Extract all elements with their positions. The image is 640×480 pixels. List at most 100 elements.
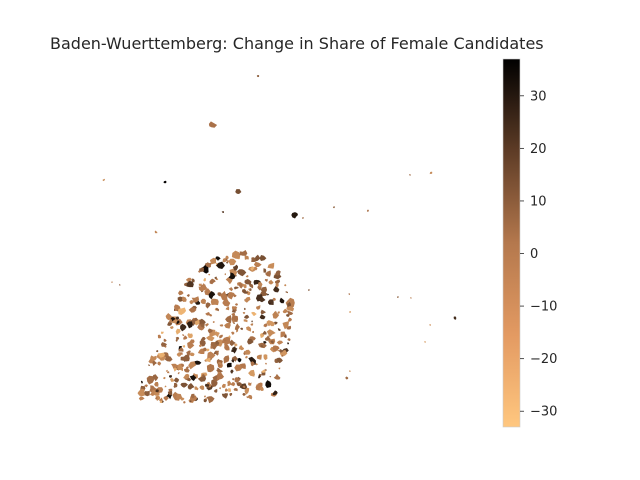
municipality-patch (231, 359, 235, 363)
municipality-patch (180, 354, 190, 362)
municipality-patch (287, 338, 291, 341)
municipality-patch (206, 396, 215, 404)
colorbar-tick-label: 0 (530, 247, 538, 262)
municipality-patch (173, 377, 180, 383)
municipality-patch (159, 397, 163, 402)
municipality-patch (167, 391, 173, 396)
municipality-patch (194, 360, 202, 365)
municipality-patch (227, 292, 236, 300)
municipality-patch (233, 388, 238, 392)
municipality-patch (198, 283, 202, 287)
municipality-patch (182, 345, 186, 348)
municipality-patch (281, 355, 284, 357)
municipality-patch (155, 397, 158, 400)
municipality-patch (178, 307, 187, 315)
municipality-patch (184, 368, 190, 373)
municipality-patch (250, 266, 255, 271)
municipality-patch (210, 345, 213, 349)
municipality-patch (263, 341, 267, 344)
municipality-patch (214, 276, 217, 280)
municipality-patch (248, 336, 256, 341)
municipality-patch (268, 302, 271, 305)
municipality-patch (204, 357, 211, 363)
municipality-patch (178, 290, 184, 296)
municipality-patch (277, 357, 283, 364)
municipality-patch (143, 390, 150, 397)
municipality-patch (232, 378, 235, 381)
municipality-patch (234, 343, 238, 347)
municipality-patch (161, 331, 164, 334)
municipality-patch (366, 209, 369, 212)
municipality-patch (263, 323, 268, 328)
municipality-patch (235, 189, 242, 194)
municipality-patch (191, 296, 200, 303)
municipality-patch (274, 358, 279, 363)
municipality-patch (169, 326, 174, 329)
municipality-patch (226, 260, 229, 263)
municipality-patch (152, 360, 158, 367)
municipality-patch (269, 376, 272, 378)
municipality-patch (231, 250, 241, 259)
municipality-patch (282, 308, 288, 314)
municipality-patch (429, 324, 431, 326)
municipality-patch (308, 288, 310, 291)
municipality-patch (144, 384, 148, 388)
municipality-patch (169, 318, 173, 323)
municipality-patch (188, 361, 197, 370)
municipality-patch (284, 284, 287, 287)
municipality-patch (181, 296, 187, 302)
municipality-patch (200, 298, 206, 304)
municipality-patch (204, 395, 206, 398)
municipality-patch (194, 386, 199, 391)
municipality-patch (345, 376, 349, 380)
municipality-patch (214, 331, 220, 338)
municipality-patch (246, 396, 249, 399)
municipality-patch (160, 342, 167, 347)
municipality-patch (278, 367, 281, 370)
municipality-patch (164, 355, 173, 362)
municipality-patch (223, 355, 230, 364)
municipality-patch (148, 364, 150, 366)
municipality-patch (177, 372, 180, 375)
municipality-patch (258, 296, 266, 303)
municipality-patch (157, 352, 166, 358)
municipality-patch (229, 339, 236, 347)
municipality-patch (198, 344, 202, 348)
municipality-patch (429, 171, 433, 175)
municipality-patch (409, 174, 411, 176)
municipality-patch (207, 328, 213, 334)
municipality-patch (223, 339, 227, 342)
municipality-patch (275, 283, 279, 288)
municipality-patch (190, 393, 195, 399)
colorbar-frame (502, 58, 521, 428)
municipality-patch (248, 288, 251, 291)
municipality-patch (237, 269, 247, 277)
municipality-patch (263, 268, 267, 273)
municipality-patch (245, 355, 248, 359)
chart-title: Baden-Wuerttemberg: Change in Share of F… (50, 34, 544, 53)
municipality-patch (175, 336, 180, 340)
municipality-patch (244, 387, 250, 395)
municipality-patch (137, 388, 145, 397)
municipality-patch (190, 374, 197, 381)
municipality-patch (228, 272, 236, 280)
municipality-patch (186, 376, 188, 378)
municipality-patch (272, 310, 280, 319)
municipality-patch (206, 363, 215, 373)
municipality-patch (266, 293, 269, 296)
municipality-patch (231, 348, 237, 354)
municipality-patch (154, 382, 159, 387)
municipality-patch (228, 258, 237, 266)
municipality-patch (244, 279, 252, 285)
municipality-patch (268, 279, 274, 285)
municipality-patch (221, 211, 224, 213)
municipality-patch (287, 301, 291, 308)
municipality-patch (208, 121, 218, 128)
municipality-map (102, 75, 457, 404)
municipality-patch (180, 382, 188, 388)
colorbar-tick-label: −10 (530, 300, 557, 315)
municipality-patch (171, 363, 178, 369)
municipality-patch (163, 338, 167, 342)
